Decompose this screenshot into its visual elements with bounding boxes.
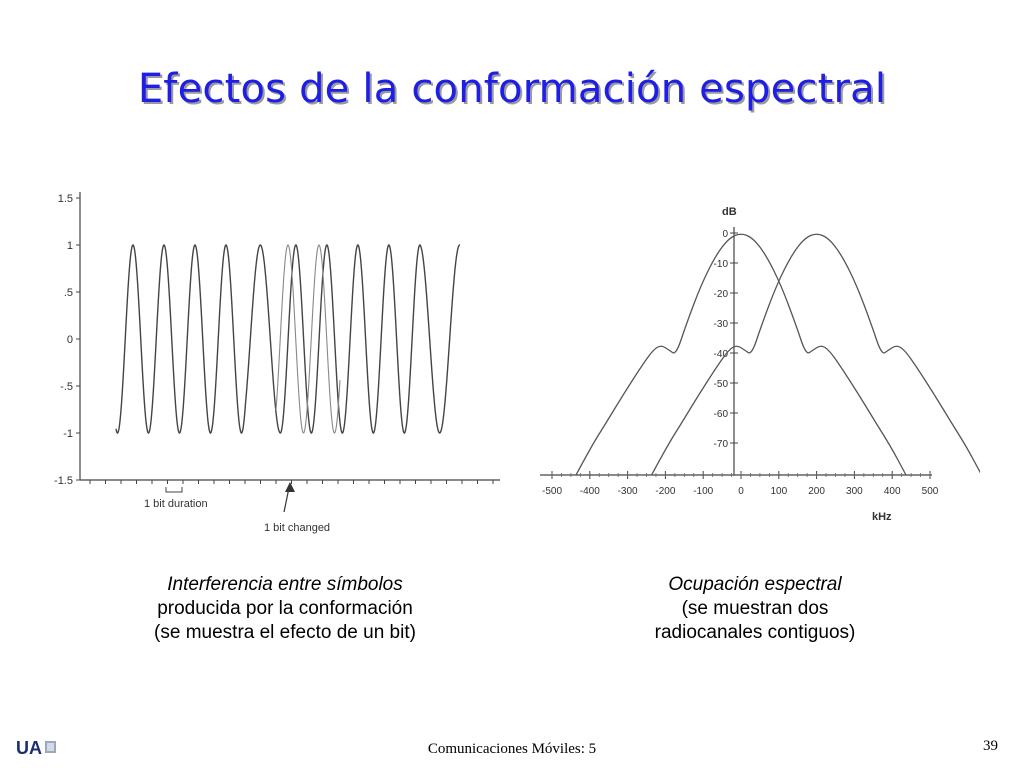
spectrum-x-tick-label: 100 [770,486,787,497]
logo-text: UA [16,738,42,758]
waveform-y-tick-label: 1.5 [58,193,73,205]
waveform-figure: 1.5 1.5 0 -.5 -1 -1.5 1 bit duration 1 bit ch… [40,180,510,555]
caption-right: Ocupación espectral (se muestran dos rad… [600,573,910,645]
spectrum-x-tick-label: -200 [655,486,675,497]
spectrum-y-tick-label: -20 [714,289,729,300]
spectrum-x-tick-label: -100 [693,486,713,497]
spectrum-y-tick-label: -30 [714,319,729,330]
spectrum-x-tick-label: 400 [884,486,901,497]
spectrum-y-tick-label: -10 [714,259,729,270]
footer-title: Comunicaciones Móviles: 5 [427,741,597,757]
waveform-y-tick-label: -.5 [60,381,73,393]
page-number: 39 [983,738,998,754]
spectrum-channel-1 [575,233,907,476]
slide-title: Efectos de la conformación espectral [137,66,887,112]
spectrum-plot: dB 0 -10 -20 -30 -40 -50 -60 -70 -500 -400 -300 -2… [540,206,983,523]
bit-duration-label: 1 bit duration [144,498,208,510]
spectrum-y-unit: dB [722,206,737,218]
spectrum-x-tick-label: 200 [808,486,825,497]
caption-right-line1: Ocupación espectral [668,574,842,595]
waveform-plot: 1.51.50-.5-1-1.5 1 bit duration 1 bit ch… [54,192,500,534]
spectrum-y-tick-label: -50 [714,379,729,390]
waveform-changed [275,244,341,434]
spectrum-x-tick-label: -400 [580,486,600,497]
spectrum-y-tick-label: -40 [714,349,729,360]
bit-changed-label: 1 bit changed [264,522,330,534]
waveform-y-tick-label: 1 [67,240,73,252]
caption-left-line2: producida por la conformación [157,598,413,619]
caption-right-line3: radiocanales contiguos) [654,622,856,643]
caption-left-line1: Interferencia entre símbolos [167,574,403,595]
caption-right-line2: (se muestran dos [681,598,829,619]
spectrum-y-tick-label: 0 [722,229,728,240]
waveform-y-tick-label: -1 [63,428,73,440]
spectrum-x-tick-label: 500 [922,486,939,497]
spectrum-x-tick-label: 300 [846,486,863,497]
bit-changed-arrowhead [285,482,295,492]
bit-duration-bracket [165,487,183,493]
waveform-y-tick-label: 0 [67,334,73,346]
spectrum-x-tick-label: 0 [738,486,744,497]
spectrum-x-unit: kHz [872,511,892,523]
spectrum-channel-2 [651,233,983,476]
spectrum-y-tick-label: -60 [714,409,729,420]
spectrum-figure: dB 0 -10 -20 -30 -40 -50 -60 -70 -500 -400 -300 -2… [530,195,983,540]
university-logo: UA [16,737,60,764]
waveform-original [115,244,461,434]
caption-left-line3: (se muestra el efecto de un bit) [154,622,416,643]
caption-left: Interferencia entre símbolos producida p… [110,573,460,645]
spectrum-x-tick-label: -500 [542,486,562,497]
waveform-y-tick-label: -1.5 [54,475,73,487]
spectrum-y-tick-label: -70 [714,439,729,450]
spectrum-x-tick-label: -300 [618,486,638,497]
waveform-y-tick-label: .5 [64,287,73,299]
